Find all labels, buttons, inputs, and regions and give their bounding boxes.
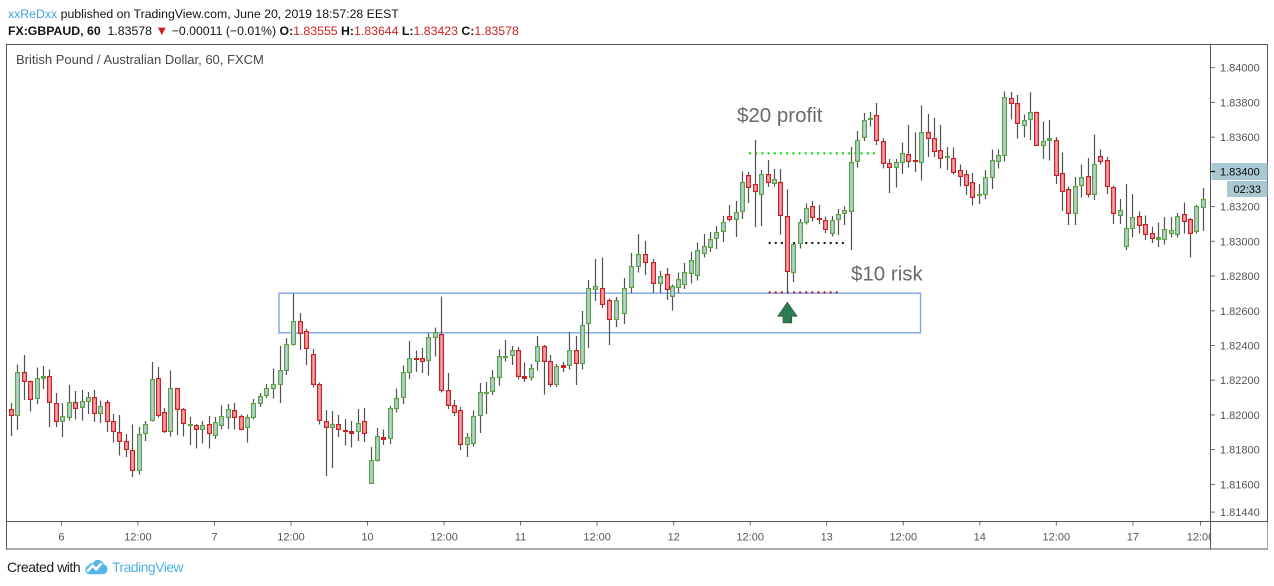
svg-text:6: 6 <box>58 532 64 544</box>
svg-text:02:33: 02:33 <box>1234 184 1262 196</box>
svg-text:1.83200: 1.83200 <box>1220 202 1260 214</box>
svg-text:1.82800: 1.82800 <box>1220 271 1260 283</box>
svg-text:1.82200: 1.82200 <box>1220 375 1260 387</box>
svg-text:10: 10 <box>361 532 373 544</box>
svg-text:1.82600: 1.82600 <box>1220 306 1260 318</box>
svg-text:1.82000: 1.82000 <box>1220 410 1260 422</box>
svg-text:12: 12 <box>668 532 680 544</box>
svg-text:12:00: 12:00 <box>430 532 458 544</box>
svg-text:12:00: 12:00 <box>736 532 764 544</box>
svg-text:1.83000: 1.83000 <box>1220 236 1260 248</box>
svg-text:12:00: 12:00 <box>277 532 305 544</box>
svg-text:12:00: 12:00 <box>1187 532 1215 544</box>
svg-text:1.83800: 1.83800 <box>1220 97 1260 109</box>
svg-text:1.82400: 1.82400 <box>1220 341 1260 353</box>
svg-text:1.81800: 1.81800 <box>1220 445 1260 457</box>
svg-text:1.84000: 1.84000 <box>1220 63 1260 75</box>
svg-text:1.81440: 1.81440 <box>1220 507 1260 519</box>
svg-text:13: 13 <box>821 532 833 544</box>
svg-text:11: 11 <box>515 532 526 544</box>
svg-text:1.83600: 1.83600 <box>1220 132 1260 144</box>
svg-text:$10 risk: $10 risk <box>851 263 924 286</box>
svg-text:1.81600: 1.81600 <box>1220 479 1260 491</box>
svg-text:12:00: 12:00 <box>1043 532 1071 544</box>
svg-text:12:00: 12:00 <box>583 532 611 544</box>
svg-text:British Pound / Australian Dol: British Pound / Australian Dollar, 60, F… <box>16 52 264 67</box>
svg-text:17: 17 <box>1127 532 1139 544</box>
svg-text:1.83400: 1.83400 <box>1220 167 1260 179</box>
svg-text:7: 7 <box>211 532 217 544</box>
svg-text:12:00: 12:00 <box>890 532 918 544</box>
svg-text:12:00: 12:00 <box>124 532 152 544</box>
svg-text:$20 profit: $20 profit <box>737 104 823 127</box>
svg-text:14: 14 <box>974 532 986 544</box>
